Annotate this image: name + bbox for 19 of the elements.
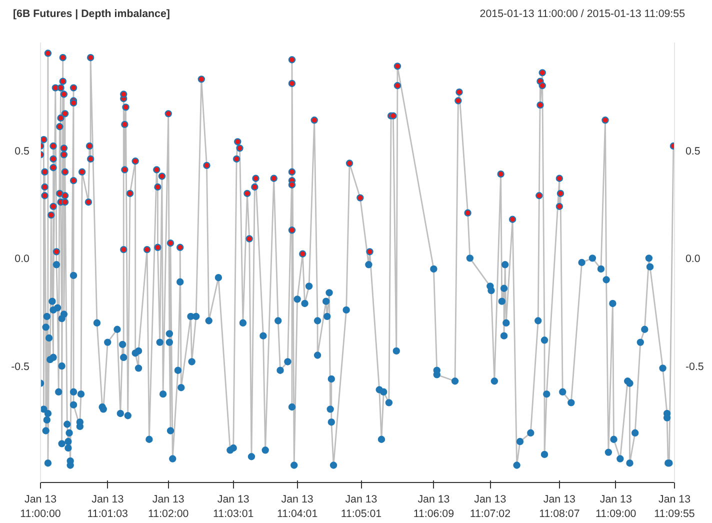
x-tick-label: Jan 13 11:02:00 xyxy=(148,494,189,520)
y2-tick-label: 0.5 xyxy=(686,145,700,158)
chart-title: [6B Futures | Depth imbalance] xyxy=(13,7,170,22)
x-tick-label: Jan 13 11:06:09 xyxy=(413,494,454,520)
y-tick-label: 0.0 xyxy=(14,253,30,266)
x-tick-label: Jan 13 11:09:55 xyxy=(654,494,695,520)
x-tick-label: Jan 13 11:00:00 xyxy=(20,494,61,520)
y-tick-label: 0.5 xyxy=(14,145,30,158)
x-tick-label: Jan 13 11:01:03 xyxy=(87,494,128,520)
x-tick-label: Jan 13 11:08:07 xyxy=(539,494,580,520)
y-tick-label: -0.5 xyxy=(11,361,30,374)
x-tick-label: Jan 13 11:07:02 xyxy=(470,494,511,520)
x-tick-label: Jan 13 11:04:01 xyxy=(276,494,318,520)
y2-tick-label: 0.0 xyxy=(686,253,700,266)
x-tick-label: Jan 13 11:03:01 xyxy=(213,494,254,520)
x-tick-label: Jan 13 11:09:00 xyxy=(596,494,636,520)
chart-subtitle: 2015-01-13 11:00:00 / 2015-01-13 11:09:55 xyxy=(480,7,685,22)
x-tick-label: Jan 13 11:05:01 xyxy=(340,494,382,520)
y2-tick-label: -0.5 xyxy=(686,361,704,374)
